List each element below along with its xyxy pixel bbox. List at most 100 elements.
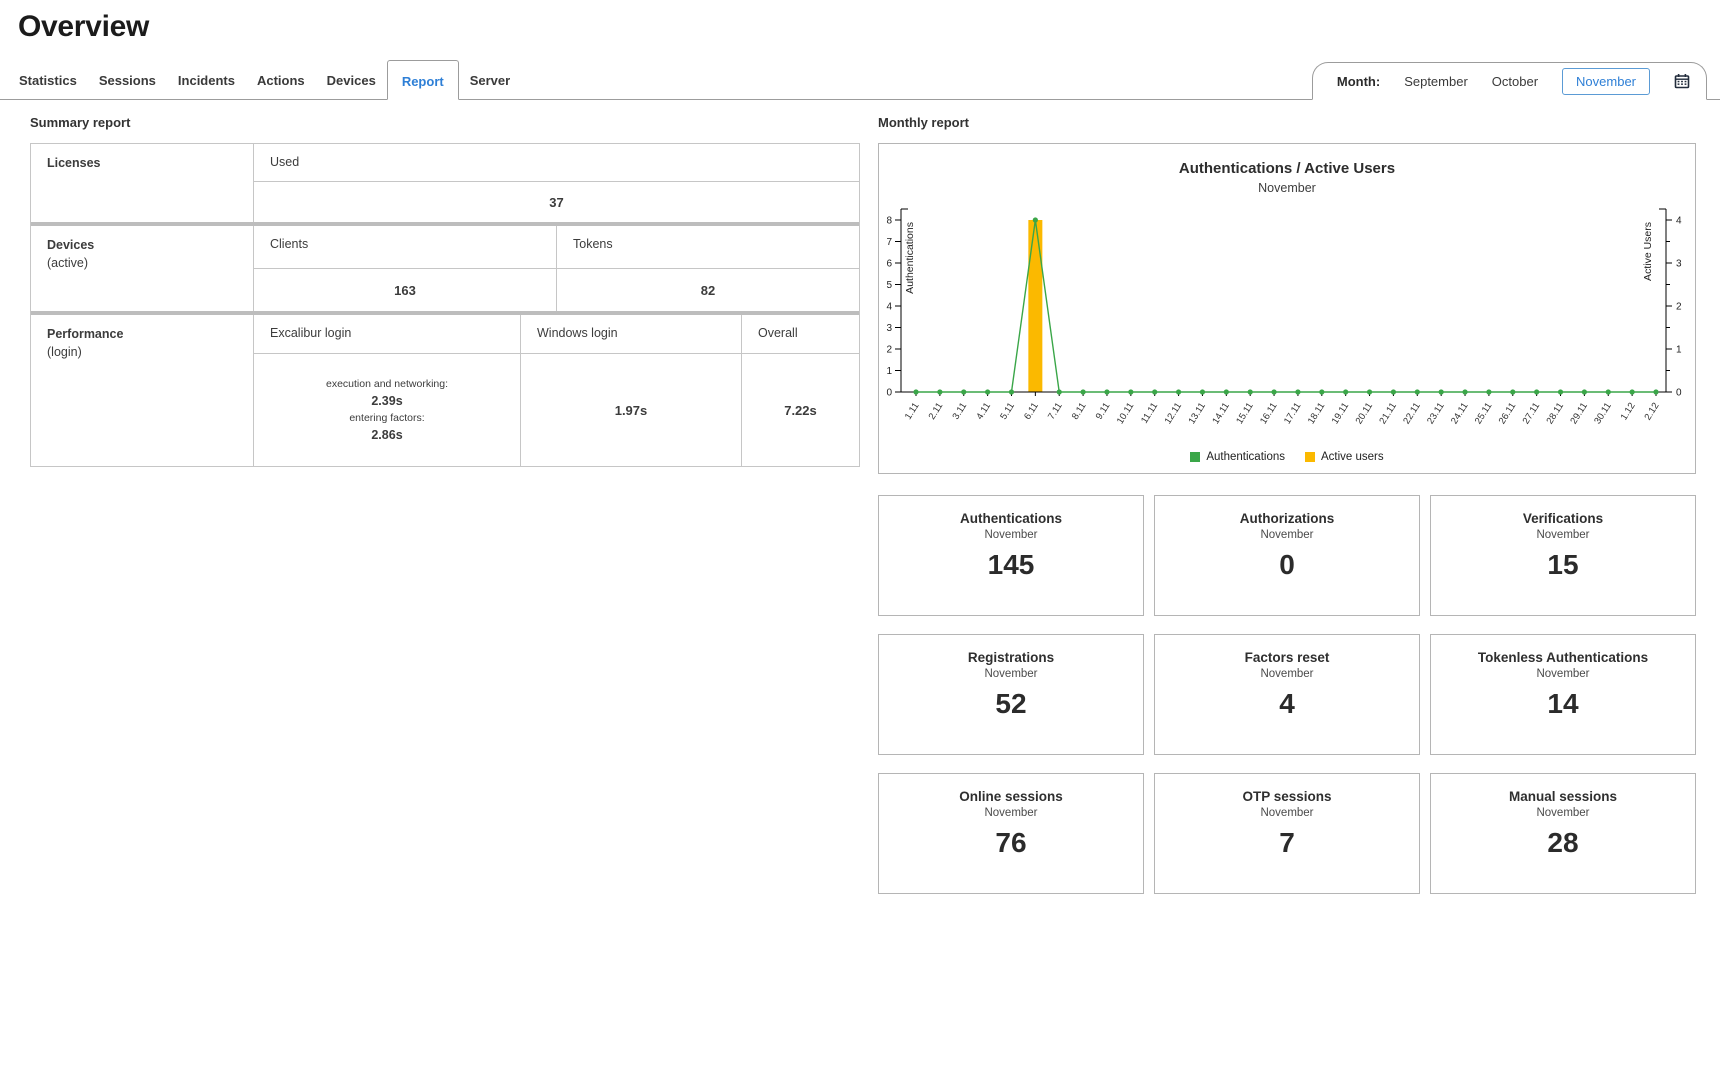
tab-incidents[interactable]: Incidents	[167, 60, 246, 99]
month-selector-panel: Month: September October November	[1312, 62, 1707, 100]
month-label: Month:	[1337, 74, 1380, 89]
card-period: November	[1155, 529, 1419, 541]
svg-text:11.11: 11.11	[1139, 401, 1160, 426]
svg-text:26.11: 26.11	[1497, 401, 1519, 426]
devices-clients-value: 163	[253, 269, 556, 311]
month-option-september[interactable]: September	[1404, 74, 1468, 89]
summary-table: Licenses Used 37 Devices (active) Client…	[30, 143, 860, 467]
card-value: 15	[1431, 549, 1695, 581]
svg-text:4: 4	[886, 302, 892, 313]
performance-windows-header: Windows login	[520, 315, 741, 354]
stat-card: Tokenless Authentications November 14	[1430, 634, 1696, 755]
tab-report[interactable]: Report	[387, 60, 459, 100]
tab-statistics[interactable]: Statistics	[8, 60, 88, 99]
svg-text:17.11: 17.11	[1282, 401, 1304, 426]
chart-subtitle: November	[879, 181, 1695, 195]
card-period: November	[1431, 807, 1695, 819]
svg-text:12.11: 12.11	[1163, 401, 1185, 426]
authentications-active-users-chart: 012345678Authentications01234Active User…	[879, 194, 1697, 444]
svg-text:8.11: 8.11	[1070, 401, 1089, 422]
svg-text:6.11: 6.11	[1022, 401, 1041, 422]
stat-card: Factors reset November 4	[1154, 634, 1420, 755]
card-period: November	[1431, 529, 1695, 541]
svg-text:29.11: 29.11	[1568, 401, 1590, 426]
card-title: Authentications	[879, 511, 1143, 526]
svg-text:0: 0	[1676, 388, 1682, 399]
svg-text:13.11: 13.11	[1186, 401, 1208, 426]
stat-card: Online sessions November 76	[878, 773, 1144, 894]
performance-windows-value: 1.97s	[520, 354, 741, 466]
devices-clients-header: Clients	[253, 226, 556, 269]
svg-text:30.11: 30.11	[1592, 401, 1614, 426]
card-title: Tokenless Authentications	[1431, 650, 1695, 665]
svg-text:22.11: 22.11	[1401, 401, 1423, 426]
performance-row-sublabel: (login)	[47, 345, 253, 359]
svg-text:0: 0	[886, 388, 892, 399]
svg-text:2.12: 2.12	[1642, 401, 1661, 423]
devices-row: Devices (active) Clients Tokens 163 82	[31, 226, 859, 311]
card-period: November	[879, 529, 1143, 541]
card-period: November	[879, 668, 1143, 680]
summary-report-heading: Summary report	[30, 115, 860, 130]
stat-card: Authorizations November 0	[1154, 495, 1420, 616]
excalibur-exec-value: 2.39s	[371, 394, 402, 408]
svg-text:23.11: 23.11	[1425, 401, 1447, 426]
svg-text:24.11: 24.11	[1449, 401, 1471, 426]
licenses-row: Licenses Used 37	[31, 144, 859, 222]
page-title: Overview	[18, 10, 149, 44]
card-period: November	[1155, 668, 1419, 680]
card-value: 4	[1155, 688, 1419, 720]
svg-text:2: 2	[886, 345, 892, 356]
svg-text:3: 3	[886, 323, 892, 334]
month-option-october[interactable]: October	[1492, 74, 1538, 89]
licenses-used-value: 37	[253, 182, 859, 222]
stat-card: Manual sessions November 28	[1430, 773, 1696, 894]
card-title: Factors reset	[1155, 650, 1419, 665]
chart-title: Authentications / Active Users	[879, 160, 1695, 177]
card-value: 14	[1431, 688, 1695, 720]
tab-devices[interactable]: Devices	[316, 60, 387, 99]
performance-row: Performance (login) Excalibur login Wind…	[31, 315, 859, 466]
tabs-container: StatisticsSessionsIncidentsActionsDevice…	[8, 60, 521, 99]
svg-text:9.11: 9.11	[1094, 401, 1113, 422]
svg-text:10.11: 10.11	[1115, 401, 1137, 426]
legend-swatch	[1190, 452, 1200, 462]
legend-swatch	[1305, 452, 1315, 462]
card-period: November	[879, 807, 1143, 819]
svg-text:1: 1	[1676, 345, 1682, 356]
svg-text:2: 2	[1676, 302, 1682, 313]
svg-text:6: 6	[886, 259, 892, 270]
svg-text:1.11: 1.11	[903, 401, 922, 422]
card-title: OTP sessions	[1155, 789, 1419, 804]
performance-excalibur-header: Excalibur login	[253, 315, 520, 354]
legend-item-authentications: Authentications	[1190, 451, 1285, 463]
tab-bar: StatisticsSessionsIncidentsActionsDevice…	[0, 60, 1720, 100]
svg-text:5: 5	[886, 280, 892, 291]
svg-text:25.11: 25.11	[1473, 401, 1495, 426]
tab-actions[interactable]: Actions	[246, 60, 316, 99]
tab-server[interactable]: Server	[459, 60, 521, 99]
stat-card: Verifications November 15	[1430, 495, 1696, 616]
card-title: Online sessions	[879, 789, 1143, 804]
svg-text:7.11: 7.11	[1046, 401, 1065, 422]
monthly-report-heading: Monthly report	[878, 115, 1696, 130]
devices-row-label: Devices	[47, 238, 253, 252]
monthly-chart-panel: Authentications / Active Users November …	[878, 143, 1696, 474]
stat-card: OTP sessions November 7	[1154, 773, 1420, 894]
tab-sessions[interactable]: Sessions	[88, 60, 167, 99]
card-title: Manual sessions	[1431, 789, 1695, 804]
left-axis-label: Authentications	[904, 222, 916, 294]
svg-text:18.11: 18.11	[1306, 401, 1328, 426]
month-options: September October November	[1404, 68, 1650, 95]
performance-overall-value: 7.22s	[741, 354, 859, 466]
svg-text:7: 7	[886, 237, 892, 248]
licenses-used-header: Used	[253, 144, 859, 182]
svg-text:20.11: 20.11	[1354, 401, 1376, 426]
svg-text:1.12: 1.12	[1619, 401, 1638, 423]
month-option-november[interactable]: November	[1562, 68, 1650, 95]
card-title: Verifications	[1431, 511, 1695, 526]
card-period: November	[1155, 807, 1419, 819]
chart-legend: AuthenticationsActive users	[879, 451, 1695, 463]
calendar-icon[interactable]	[1674, 73, 1690, 89]
card-value: 28	[1431, 827, 1695, 859]
